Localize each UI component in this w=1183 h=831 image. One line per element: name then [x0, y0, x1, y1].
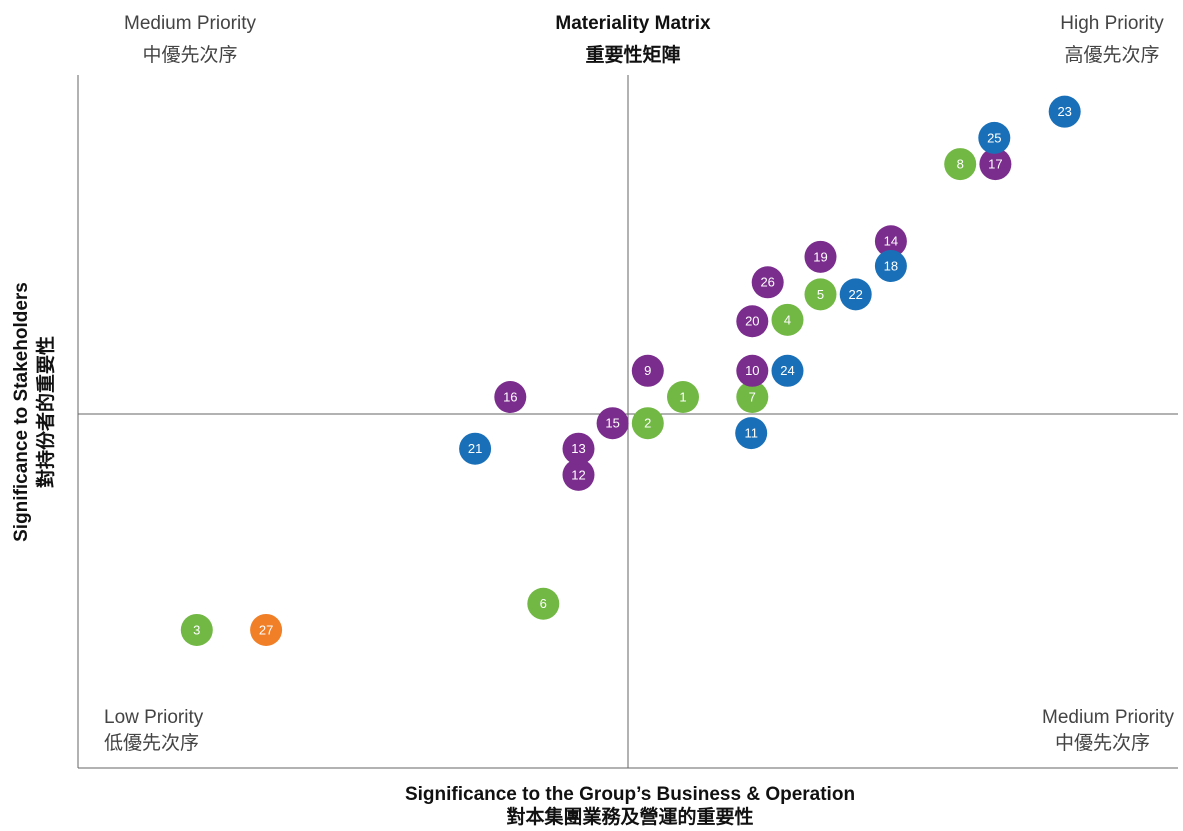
- point-label: 24: [780, 363, 794, 378]
- point-label: 20: [745, 314, 759, 329]
- point: [978, 121, 1011, 154]
- point: [631, 354, 664, 387]
- point: [771, 303, 804, 336]
- point: [979, 148, 1012, 181]
- quadrant-label: Medium Priority: [1042, 707, 1174, 728]
- point: [459, 432, 492, 465]
- point-label: 15: [605, 416, 619, 431]
- point: [839, 278, 872, 311]
- quadrant-label: 低優先次序: [104, 732, 199, 754]
- point: [874, 225, 907, 258]
- point: [804, 240, 837, 273]
- point-label: 13: [571, 441, 585, 456]
- quadrant-label: 中優先次序: [142, 44, 237, 66]
- point: [562, 432, 595, 465]
- point-label: 8: [957, 157, 964, 172]
- point-label: 12: [571, 467, 585, 482]
- point-label: 3: [193, 622, 200, 637]
- x-axis-label: Significance to the Group’s Business & O…: [405, 784, 855, 805]
- point-label: 26: [760, 275, 774, 290]
- point: [1048, 95, 1081, 128]
- chart-title: Materiality Matrix: [555, 13, 711, 34]
- point: [596, 407, 629, 440]
- point: [667, 381, 699, 414]
- point-label: 11: [744, 426, 758, 441]
- quadrant-label: Medium Priority: [124, 13, 256, 34]
- y-axis-label: Significance to Stakeholders: [11, 282, 32, 542]
- point-label: 14: [884, 234, 898, 249]
- point: [250, 613, 283, 646]
- point: [736, 305, 769, 338]
- point: [751, 266, 784, 299]
- quadrant-label: 中優先次序: [1055, 732, 1150, 754]
- point: [944, 148, 977, 181]
- point: [771, 354, 804, 387]
- x-axis-label: 對本集團業務及營運的重要性: [506, 805, 753, 828]
- point-label: 4: [784, 312, 791, 327]
- point-label: 21: [468, 441, 482, 456]
- point-label: 18: [884, 258, 898, 273]
- point-label: 16: [503, 389, 517, 404]
- point: [804, 278, 837, 311]
- point: [735, 417, 768, 450]
- point: [631, 407, 664, 440]
- quadrant-label: 高優先次序: [1064, 44, 1159, 66]
- quadrant-label: Low Priority: [104, 707, 204, 728]
- point: [494, 381, 527, 414]
- point-label: 22: [848, 287, 862, 302]
- point: [527, 587, 560, 620]
- point-label: 23: [1057, 104, 1071, 119]
- quadrant-label: High Priority: [1060, 13, 1164, 34]
- point-label: 2: [644, 416, 651, 431]
- point-label: 6: [540, 596, 547, 611]
- chart-subtitle: 重要性矩陣: [585, 43, 680, 66]
- point-label: 27: [259, 622, 273, 637]
- point-label: 10: [745, 363, 759, 378]
- point-label: 25: [987, 130, 1001, 145]
- point: [180, 613, 213, 646]
- y-axis-label: 對持份者的重要性: [34, 336, 57, 488]
- point-label: 5: [817, 287, 824, 302]
- point-label: 1: [679, 389, 686, 404]
- point: [874, 250, 907, 283]
- point: [736, 381, 769, 414]
- point-label: 9: [644, 363, 651, 378]
- point: [562, 458, 595, 491]
- point-label: 19: [813, 249, 827, 264]
- point-label: 7: [749, 389, 756, 404]
- point: [736, 354, 769, 387]
- point-label: 17: [988, 157, 1002, 172]
